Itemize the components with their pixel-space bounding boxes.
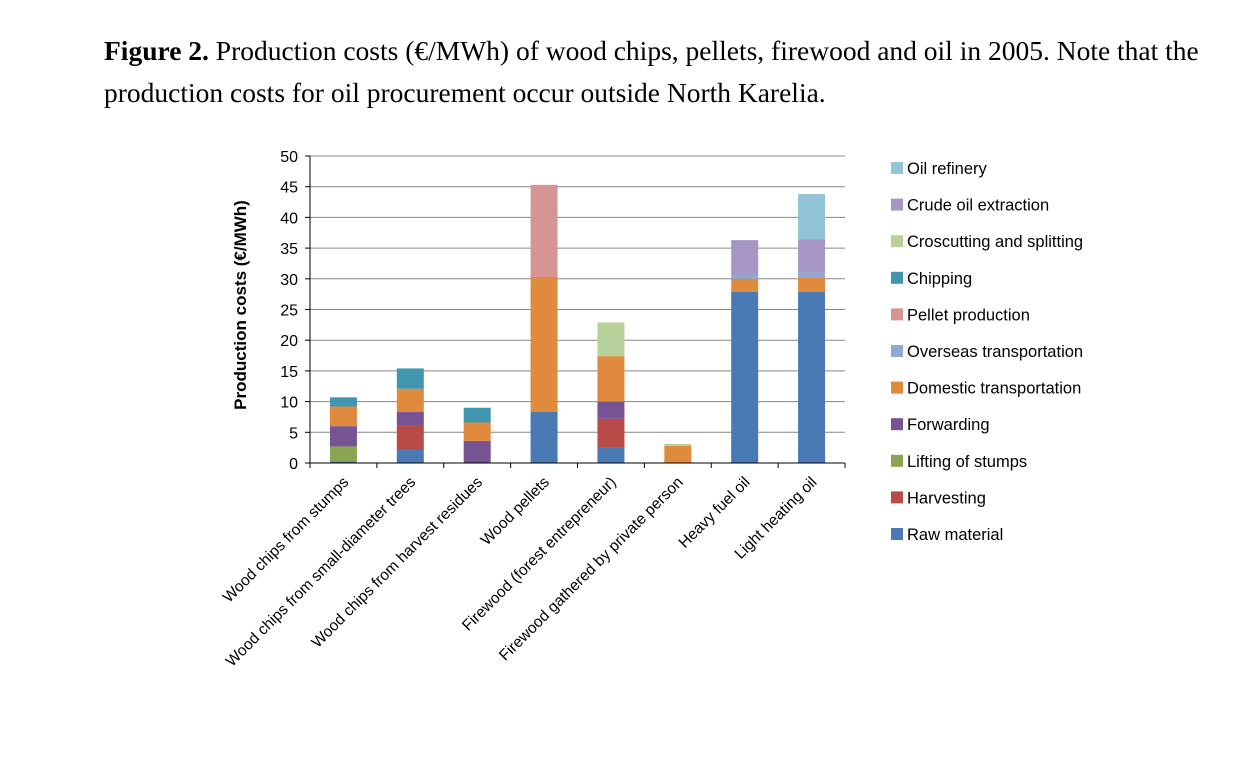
gridlines: [310, 155, 845, 433]
legend-swatch: [891, 308, 903, 321]
y-tick-label: 45: [280, 180, 298, 197]
legend-swatch: [891, 381, 903, 394]
bar-segment-domestic-transportation: [597, 356, 625, 402]
y-tick-label: 0: [289, 456, 298, 473]
bar-segment-domestic-transportation: [329, 406, 357, 427]
bar-segment-harvesting: [597, 418, 625, 448]
legend-label: Chipping: [907, 270, 972, 288]
bar-segment-raw-material: [798, 291, 826, 463]
bar-segment-forwarding: [396, 412, 424, 426]
legend-label: Domestic transportation: [907, 380, 1081, 398]
legend-label: Harvesting: [907, 489, 986, 507]
y-tick-label: 30: [280, 272, 298, 289]
legend-swatch: [891, 454, 903, 467]
bar-segment-domestic-transportation: [664, 445, 692, 463]
bar-segment-raw-material: [530, 412, 558, 463]
bar-segment-forwarding: [329, 426, 357, 447]
bar-segment-domestic-transportation: [798, 277, 826, 292]
bar-segment-oil-refinery: [798, 194, 826, 240]
y-tick-label: 25: [280, 303, 298, 320]
y-tick-label: 10: [280, 395, 298, 412]
axes: [305, 155, 846, 468]
bar-segment-crude-oil-extraction: [731, 240, 759, 275]
y-tick-label: 50: [280, 149, 298, 166]
y-tick-label: 40: [280, 210, 298, 227]
legend-swatch: [891, 528, 903, 540]
x-category-label: Wood chips from stumps: [220, 474, 353, 607]
legend-swatch: [891, 235, 903, 248]
bar-segment-overseas-transportation: [731, 274, 759, 279]
bar-segment-raw-material: [396, 449, 424, 463]
bar-segment-domestic-transportation: [731, 278, 759, 292]
bar-segment-chipping: [463, 407, 491, 423]
figure-caption-text: Production costs (€/MWh) of wood chips, …: [104, 35, 1199, 108]
y-axis-label: Production costs (€/MWh): [231, 200, 250, 410]
legend-label: Oil refinery: [907, 160, 988, 178]
legend-label: Pellet production: [907, 306, 1030, 324]
legend: Oil refinery Crude oil extraction Croscutt…: [891, 160, 1083, 544]
x-category-label: Wood pellets: [478, 474, 553, 549]
figure-caption: Figure 2. Production costs (€/MWh) of wo…: [104, 30, 1224, 114]
legend-swatch: [891, 345, 903, 357]
legend-label: Lifting of stumps: [907, 453, 1027, 471]
bar-segment-raw-material: [597, 447, 625, 463]
y-tick-label: 20: [280, 333, 298, 350]
y-tick-label: 35: [280, 241, 298, 258]
bar-segment-domestic-transportation: [396, 388, 424, 413]
y-tick-label: 15: [280, 364, 298, 381]
bar-segment-overseas-transportation: [798, 272, 826, 278]
legend-swatch: [891, 491, 903, 504]
bar-segment-croscutting-and-splitting: [664, 443, 692, 446]
legend-label: Croscutting and splitting: [907, 233, 1083, 251]
legend-label: Crude oil extraction: [907, 197, 1049, 215]
figure-caption-label: Figure 2.: [104, 35, 209, 66]
bar-segment-forwarding: [597, 401, 625, 419]
legend-label: Overseas transportation: [907, 343, 1083, 361]
bar-segment-chipping: [329, 397, 357, 407]
bar-segment-forwarding: [463, 440, 491, 463]
bar-segment-crude-oil-extraction: [798, 239, 826, 273]
bar-segment-chipping: [396, 368, 424, 389]
y-tick-labels: 0 5 10 15 20 25 30 35 40 45 50: [280, 149, 298, 473]
bar-segment-harvesting: [396, 425, 424, 450]
bar-segment-pellet-production: [530, 184, 558, 277]
bar-segment-domestic-transportation: [463, 422, 491, 441]
bars: [329, 184, 826, 463]
legend-swatch: [891, 198, 903, 211]
legend-swatch: [891, 162, 903, 174]
y-tick-label: 5: [289, 425, 298, 442]
legend-label: Forwarding: [907, 416, 990, 434]
bar-segment-raw-material: [731, 291, 759, 463]
bar-segment-croscutting-and-splitting: [597, 322, 625, 357]
legend-swatch: [891, 271, 903, 284]
bar-segment-lifting-of-stumps: [329, 446, 357, 462]
legend-swatch: [891, 418, 903, 431]
legend-label: Raw material: [907, 526, 1003, 544]
bar-segment-raw-material: [329, 461, 357, 463]
bar-segment-domestic-transportation: [530, 276, 558, 413]
